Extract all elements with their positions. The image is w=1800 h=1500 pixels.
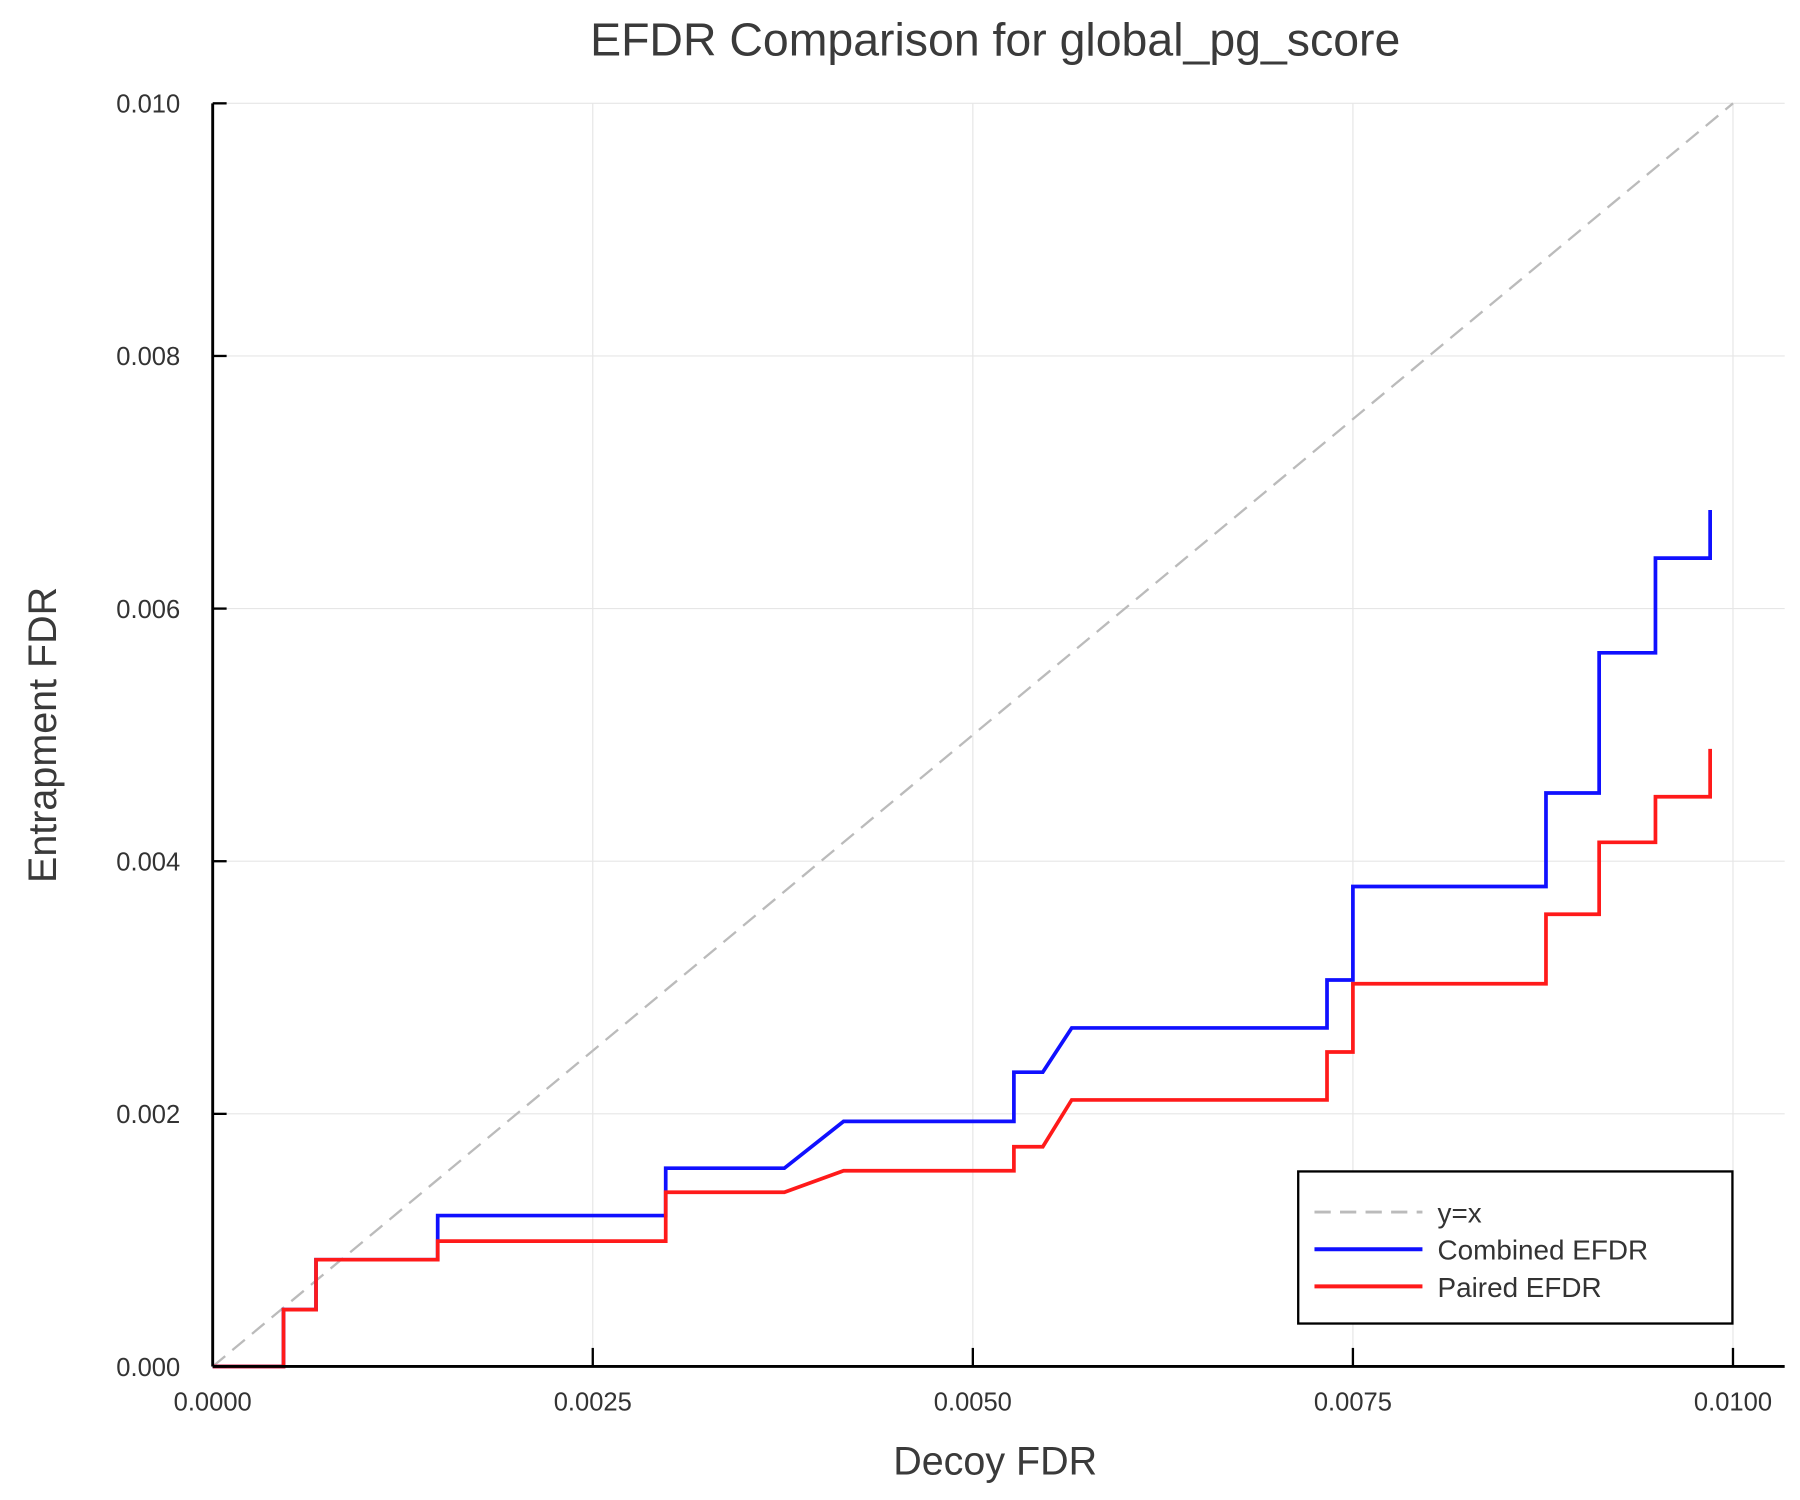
x-tick-label: 0.0075 [1314, 1389, 1392, 1417]
legend: y=x Combined EFDR Paired EFDR [1297, 1170, 1734, 1325]
y-tick-label: 0.006 [116, 596, 180, 624]
x-axis-label: Decoy FDR [893, 1439, 1097, 1483]
series-line-paired-efdr [212, 748, 1712, 1369]
legend-label-combined: Combined EFDR [1438, 1235, 1649, 1266]
x-tick-label: 0.0100 [1694, 1389, 1772, 1417]
y-tick-label: 0.004 [116, 849, 180, 877]
axes: 0.0000 0.0025 0.0050 0.0075 0.0100 0.000 0.002… [116, 91, 1785, 1417]
legend-label-paired: Paired EFDR [1438, 1272, 1602, 1303]
chart-title: EFDR Comparison for global_pg_score [590, 14, 1400, 66]
series-layer [211, 102, 1734, 1369]
y-tick-label: 0.010 [116, 91, 180, 119]
y-axis-label: Entrapment FDR [21, 587, 65, 883]
y-tick-label: 0.002 [116, 1101, 180, 1129]
series-line-y-x [211, 102, 1734, 1368]
x-tick-label: 0.0025 [554, 1389, 632, 1417]
x-tick-label: 0.0050 [934, 1389, 1012, 1417]
y-tick-label: 0.000 [116, 1354, 180, 1382]
legend-label-yx: y=x [1438, 1198, 1482, 1229]
y-tick-label: 0.008 [116, 343, 180, 371]
x-tick-label: 0.0000 [174, 1389, 252, 1417]
